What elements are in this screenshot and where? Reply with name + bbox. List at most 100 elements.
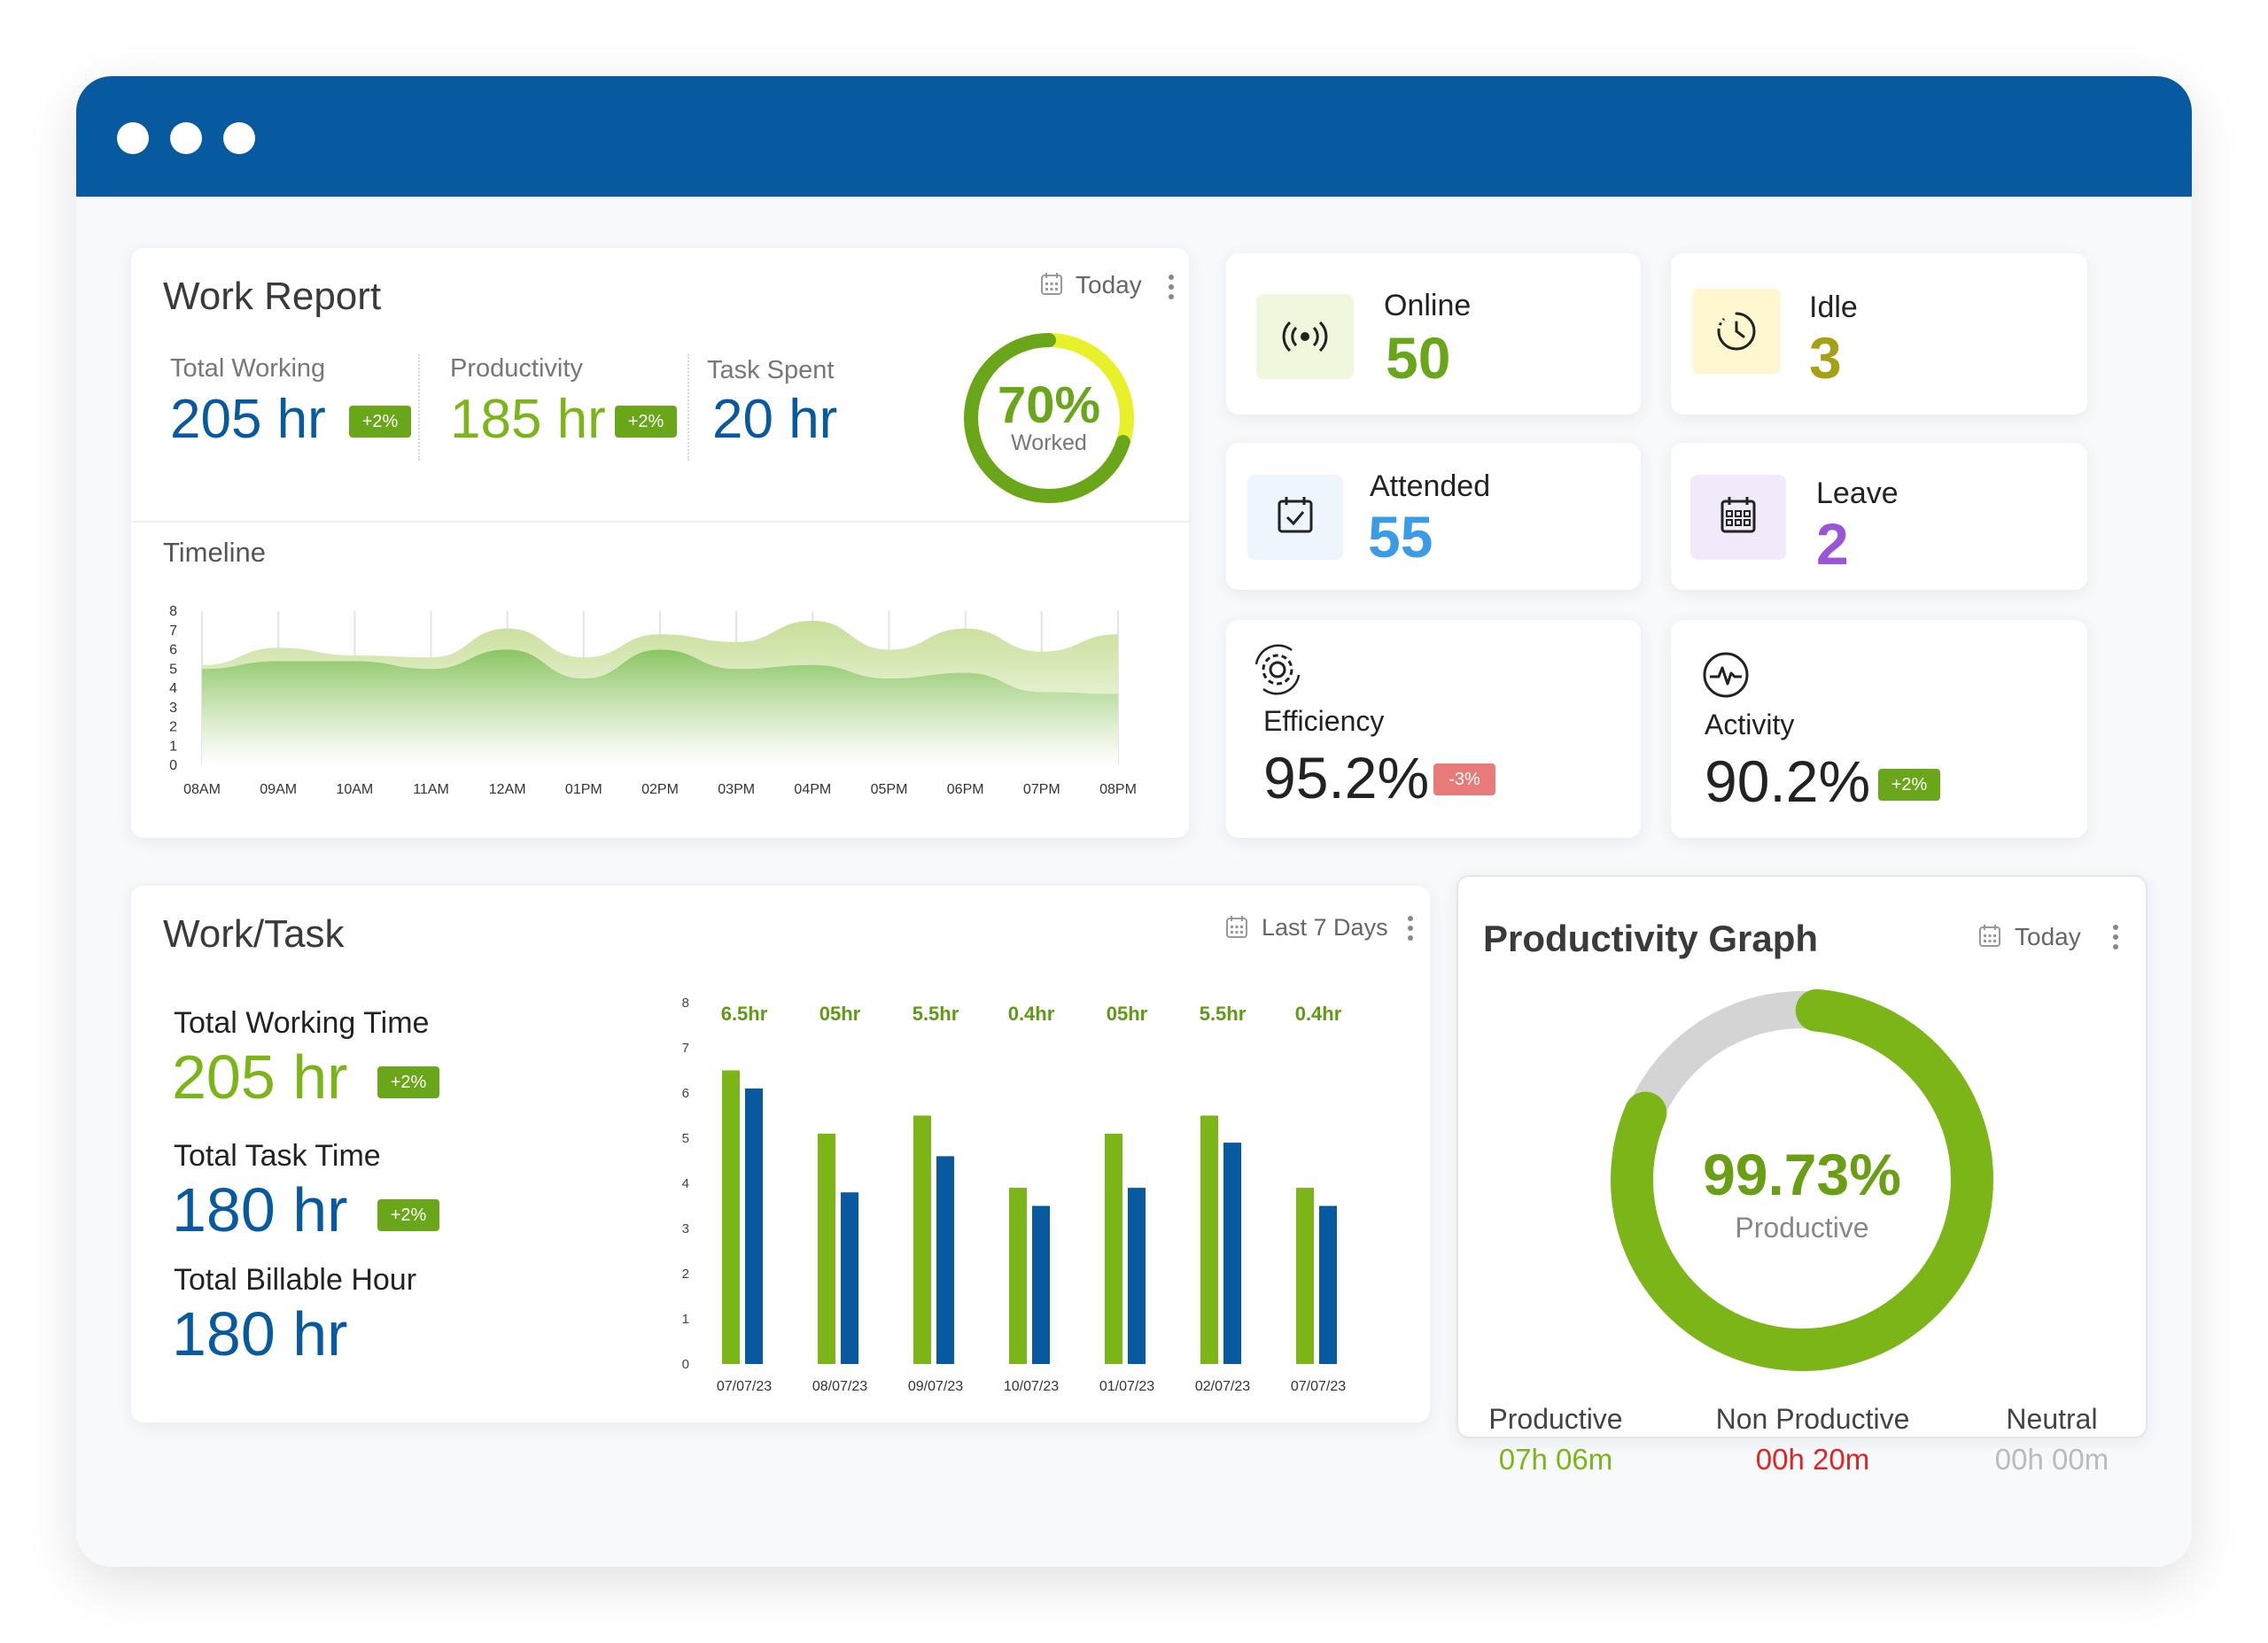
bar [841, 1192, 858, 1364]
legend-label: Neutral [2006, 1403, 2098, 1435]
attended-value: 55 [1368, 504, 1433, 570]
bar [936, 1156, 954, 1364]
bar [913, 1115, 931, 1364]
x-tick-label: 06PM [947, 782, 984, 797]
worked-label: Worked [1011, 430, 1087, 455]
y-tick-label: 3 [169, 701, 177, 716]
legend-label: Non Productive [1715, 1403, 1910, 1435]
x-tick-label: 10/07/23 [1004, 1379, 1059, 1394]
total-working-time-label: Total Working Time [174, 1006, 430, 1040]
total-task-time-value: 180 hr [172, 1175, 348, 1244]
y-tick-label: 3 [682, 1221, 689, 1236]
y-tick-label: 2 [682, 1267, 689, 1282]
y-tick-label: 0 [682, 1357, 689, 1372]
y-tick-label: 4 [169, 681, 177, 696]
x-tick-label: 12AM [489, 782, 526, 797]
x-tick-label: 04PM [794, 782, 831, 797]
period-selector[interactable]: Last 7 Days [1262, 914, 1388, 941]
productivity-graph-title: Productivity Graph [1483, 918, 1819, 959]
idle-label: Idle [1809, 291, 1858, 324]
work-task-card: Work/Task Last 7 Days Total Working Time… [131, 886, 1430, 1422]
bar-data-label: 05hr [1107, 1003, 1148, 1025]
y-tick-label: 1 [169, 739, 177, 754]
x-tick-label: 10AM [336, 782, 373, 797]
y-tick-label: 8 [169, 604, 177, 619]
total-task-time-label: Total Task Time [174, 1139, 381, 1173]
productivity-donut: 99.73% Productive [1607, 985, 1997, 1375]
more-options-icon[interactable] [1168, 275, 1175, 301]
attended-label: Attended [1370, 469, 1491, 503]
x-tick-label: 07PM [1023, 782, 1060, 797]
y-tick-label: 0 [169, 758, 177, 773]
period-selector[interactable]: Today [2015, 923, 2081, 950]
task-spent-value: 20 hr [712, 389, 838, 450]
change-badge: -3% [1433, 763, 1495, 795]
total-billable-hour-label: Total Billable Hour [174, 1263, 417, 1297]
y-tick-label: 6 [682, 1086, 689, 1101]
maximize-window-control[interactable] [223, 122, 255, 154]
change-badge: +2% [377, 1199, 439, 1231]
calendar-grid-icon [1690, 475, 1786, 560]
y-tick-label: 1 [682, 1312, 689, 1327]
x-tick-label: 09/07/23 [908, 1379, 963, 1394]
x-tick-label: 08AM [183, 782, 221, 797]
worked-percent: 70% [997, 376, 1101, 434]
bar [1200, 1115, 1218, 1364]
more-options-icon[interactable] [1407, 916, 1414, 942]
productive-percent: 99.73% [1703, 1142, 1901, 1207]
divider [418, 354, 420, 461]
clock-icon [1692, 289, 1781, 374]
work-task-title: Work/Task [163, 912, 345, 956]
bar-data-label: 5.5hr [1200, 1003, 1247, 1025]
y-tick-label: 7 [682, 1041, 689, 1056]
online-card: Online 50 [1226, 253, 1641, 415]
x-tick-label: 09AM [260, 782, 297, 797]
section-divider [131, 521, 1189, 523]
legend-value: 00h 00m [1994, 1443, 2109, 1476]
legend-neutral: Neutral 00h 00m [1981, 1403, 2123, 1476]
x-tick-label: 01/07/23 [1099, 1379, 1154, 1394]
bar [1032, 1205, 1050, 1364]
y-tick-label: 5 [169, 662, 177, 677]
idle-card: Idle 3 [1671, 253, 2087, 415]
legend-value: 00h 20m [1755, 1443, 1870, 1476]
y-tick-label: 2 [169, 720, 177, 735]
bar [818, 1133, 835, 1364]
timeline-chart: 0 1 2 3 4 5 6 7 8 08AM 09AM 10AM 11AM 12AM 01PM 02PM 03… [169, 604, 1137, 797]
work-task-bar-chart: 0 1 2 3 4 5 6 7 8 6.5hr 05hr 5.5hr 0.4hr 05hr 5.5hr 0.… [682, 996, 1347, 1394]
legend-non-productive: Non Productive 00h 20m [1697, 1403, 1928, 1476]
efficiency-card: Efficiency 95.2% -3% [1226, 620, 1641, 838]
bar-data-label: 6.5hr [721, 1003, 768, 1025]
bar [1296, 1188, 1314, 1364]
divider [687, 354, 689, 461]
minimize-window-control[interactable] [170, 122, 202, 154]
activity-value: 90.2% [1705, 748, 1871, 814]
attended-card: Attended 55 [1226, 443, 1641, 590]
work-report-card: Work Report Today Total Working 205 hr +… [131, 248, 1189, 838]
pulse-icon [1701, 650, 1751, 700]
activity-label: Activity [1705, 709, 1795, 740]
more-options-icon[interactable] [2112, 925, 2119, 951]
bar [1105, 1133, 1122, 1364]
change-badge: +2% [615, 406, 677, 438]
close-window-control[interactable] [117, 122, 149, 154]
calendar-icon [1226, 914, 1247, 939]
bar [1223, 1143, 1241, 1364]
legend-value: 07h 06m [1498, 1443, 1613, 1476]
bar [745, 1088, 763, 1364]
bar [1128, 1188, 1146, 1364]
bar [1319, 1205, 1337, 1364]
change-badge: +2% [377, 1066, 439, 1098]
y-tick-label: 5 [682, 1131, 689, 1146]
x-tick-label: 11AM [413, 782, 449, 797]
total-working-value: 205 hr [170, 389, 326, 450]
calendar-icon [1979, 923, 2000, 948]
period-selector[interactable]: Today [1076, 271, 1142, 298]
change-badge: +2% [349, 406, 411, 438]
x-tick-label: 02PM [641, 782, 679, 797]
online-label: Online [1384, 289, 1472, 322]
task-spent-label: Task Spent [707, 356, 835, 384]
bar-data-label: 05hr [819, 1003, 861, 1025]
leave-value: 2 [1816, 511, 1849, 577]
activity-card: Activity 90.2% +2% [1671, 620, 2087, 838]
